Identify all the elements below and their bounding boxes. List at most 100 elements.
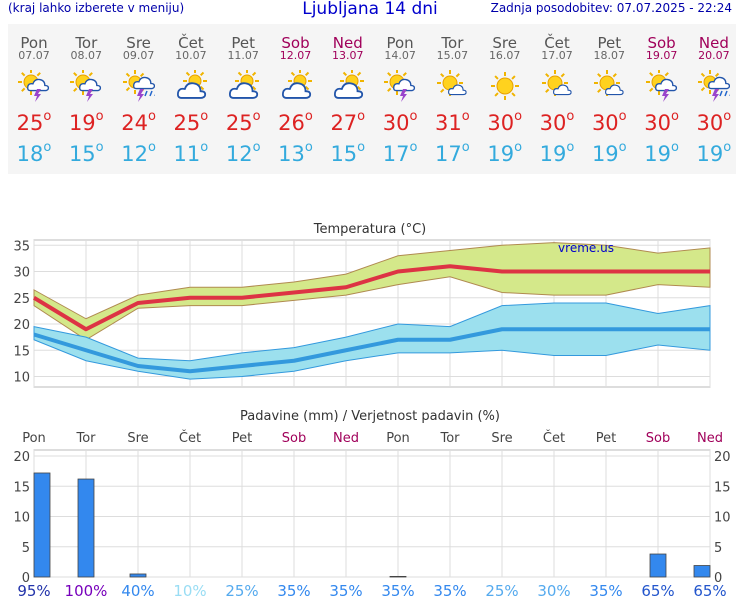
precipitation-probability-label: 40% [121,582,154,600]
y-tick-label: 25 [13,292,30,307]
max-temperature: 31o [435,109,470,135]
precipitation-probability-label: 100% [65,582,108,600]
chart-title: Temperatura (°C) [313,222,426,237]
y-tick-label-right: 20 [714,450,731,465]
precipitation-chart: Padavine (mm) / Verjetnost padavin (%) Po… [13,409,731,600]
sun-small-cloud-icon [594,70,624,96]
y-tick-label: 10 [13,511,30,526]
y-tick-label: 35 [13,239,30,254]
min-temperature: 19o [539,140,575,166]
day-date: 12.07 [279,49,312,62]
sun-cloud-rain-storm-icon [697,70,730,102]
y-tick-label: 15 [13,344,30,359]
page-title: Ljubljana 14 dni [302,0,438,19]
y-tick-label-right: 0 [714,571,722,586]
day-date: 08.07 [70,49,103,62]
watermark-text: vreme.us [558,241,614,255]
y-tick-label: 5 [22,541,30,556]
precipitation-probability-label: 35% [329,582,362,600]
plot-area [33,449,711,578]
day-name: Pet [597,34,622,52]
precipitation-probability-label: 95% [17,582,50,600]
day-date: 20.07 [698,49,730,62]
max-temperature: 30o [539,109,575,135]
x-tick-label: Sob [646,431,670,446]
precipitation-bar [33,472,51,578]
day-column: Tor 15.07 31o 17o [426,24,478,174]
min-temperature: 19o [696,140,732,166]
max-temperature: 30o [382,109,418,135]
x-tick-label: Čet [179,430,201,446]
x-tick-label: Sob [282,431,306,446]
sun-cloud-icon [281,70,312,99]
min-temperature: 19o [487,140,523,166]
day-date: 13.07 [332,49,364,62]
precipitation-bar [649,553,667,578]
precipitation-bar [77,478,95,578]
y-tick-label-right: 15 [714,480,731,495]
y-tick-label: 10 [13,371,30,386]
day-date: 09.07 [122,49,155,62]
min-temperature: 12o [121,140,156,166]
min-temperature: 17o [435,140,470,166]
max-temperature: 30o [696,109,732,135]
day-column: Pon 14.07 30o 17o [374,24,426,174]
x-tick-label: Pet [596,431,616,446]
x-tick-label: Ned [333,431,359,446]
min-temperature: 17o [382,140,418,166]
day-date: 10.07 [175,49,207,62]
max-temperature: 25o [225,109,261,135]
max-temperature-line [32,264,710,332]
day-column: Ned 20.07 30o 19o [688,24,740,174]
sun-cloud-storm-icon [645,70,677,102]
max-temperature: 25o [16,109,52,135]
sun-icon [490,72,519,100]
y-tick-label: 0 [22,571,30,586]
max-temperature: 30o [591,109,627,135]
chart-title: Padavine (mm) / Verjetnost padavin (%) [240,409,500,424]
x-tick-label: Sre [127,431,148,446]
day-column: Sob 12.07 26o 13o [270,24,322,174]
y-tick-label: 20 [13,450,30,465]
day-column: Pet 11.07 25o 12o [217,24,269,174]
day-name: Ned [698,34,729,52]
min-temperature: 13o [278,140,313,166]
precipitation-probability-label: 65% [641,582,674,600]
day-name: Čet [178,34,204,52]
sun-cloud-icon [176,70,207,99]
day-column: Pet 18.07 30o 19o [583,24,635,174]
day-column: Tor 08.07 19o 15o [60,24,112,174]
max-temperature: 30o [487,109,523,135]
day-column: Čet 10.07 25o 11o [165,24,217,174]
day-date: 18.07 [593,49,626,62]
precipitation-probability-label: 25% [485,582,518,600]
daily-forecast-strip: Pon 07.07 25o 18o Tor 08.07 19o 15o Sre 09.07 24o 1… [8,24,736,174]
day-column: Sre 16.07 30o 19o [479,24,531,174]
day-name: Tor [441,34,464,52]
precipitation-probability-label: 10% [173,582,206,600]
min-temperature: 12o [225,140,261,166]
location-menu-hint[interactable]: (kraj lahko izberete v meniju) [8,1,185,15]
day-date: 17.07 [541,49,573,62]
y-tick-label: 20 [13,318,30,333]
x-tick-label: Ned [697,431,723,446]
day-name: Čet [544,34,570,52]
sun-cloud-storm-icon [70,70,102,102]
day-name: Pon [386,34,414,52]
day-column: Čet 17.07 30o 19o [531,24,583,174]
day-date: 07.07 [18,49,50,62]
day-name: Sob [647,34,676,52]
day-name: Pet [231,34,255,52]
y-tick-label-right: 5 [714,541,722,556]
day-date: 14.07 [384,49,416,62]
max-temperature-range-band [33,242,711,341]
sun-small-cloud-icon [437,70,468,96]
min-temperature-range-band [33,302,711,380]
day-name: Pon [20,34,48,52]
x-tick-label: Pon [22,431,46,446]
y-tick-label: 15 [13,480,30,495]
y-tick-label: 30 [13,266,30,281]
sun-cloud-icon [333,70,364,99]
day-date: 16.07 [488,49,521,62]
min-temperature: 15o [68,140,104,166]
